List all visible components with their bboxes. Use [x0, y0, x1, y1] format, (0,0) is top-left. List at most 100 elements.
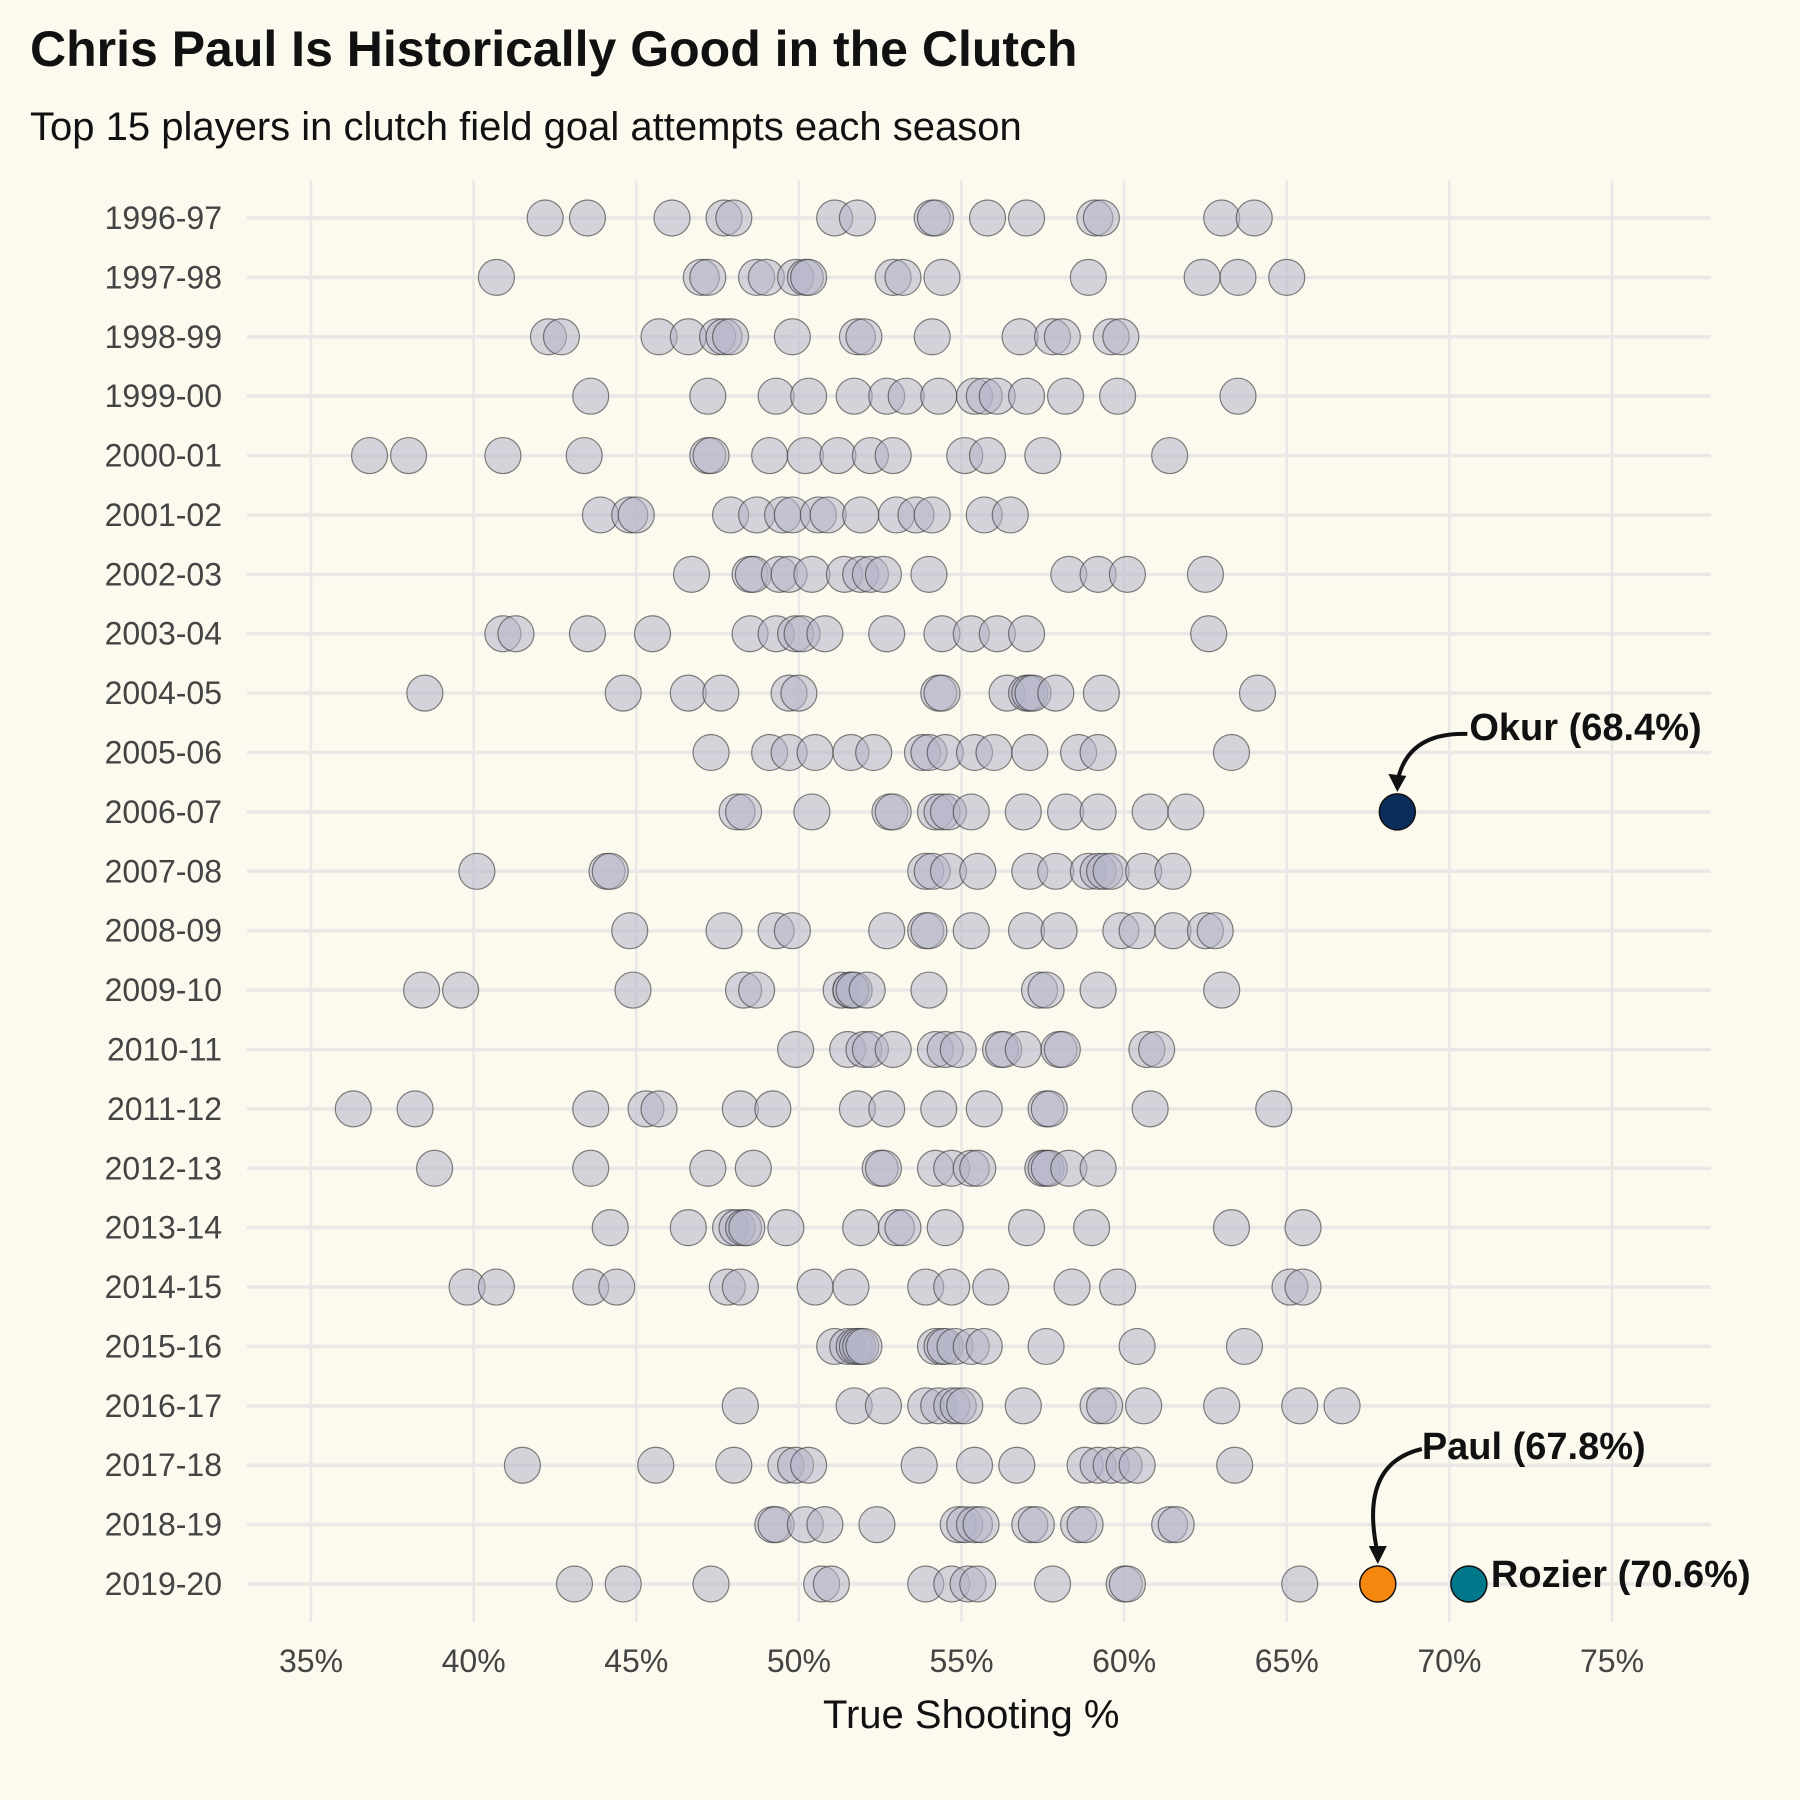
data-point [767, 1209, 805, 1247]
data-point [637, 1446, 675, 1484]
data-point [572, 1090, 610, 1128]
x-tick-label: 60% [1092, 1643, 1156, 1679]
data-point [868, 1090, 906, 1128]
data-point [1007, 615, 1046, 653]
data-point [1024, 436, 1062, 475]
data-point [975, 733, 1013, 772]
data-point [724, 793, 763, 831]
data-point [939, 1030, 977, 1069]
y-tick-label: 2006-07 [105, 794, 222, 830]
highlight-point-rozier [1450, 1565, 1488, 1603]
data-point [923, 674, 961, 712]
data-point [965, 1327, 1003, 1366]
y-tick-label: 2011-12 [107, 1091, 222, 1127]
data-point [728, 1209, 766, 1247]
data-point [1037, 852, 1075, 890]
data-point [1108, 555, 1146, 593]
data-point [806, 615, 844, 653]
data-point [959, 1565, 997, 1603]
data-point [1157, 1506, 1195, 1544]
data-point [568, 615, 607, 653]
x-tick-label: 50% [767, 1643, 831, 1679]
data-point [972, 1268, 1010, 1306]
data-point [614, 971, 652, 1009]
data-point [848, 971, 886, 1009]
x-tick-label: 65% [1255, 1643, 1319, 1679]
data-point [1086, 1387, 1124, 1425]
data-point [477, 258, 515, 296]
data-point [1118, 912, 1156, 950]
y-tick-label: 2013-14 [105, 1210, 222, 1246]
data-point [806, 1506, 844, 1544]
data-point [1238, 674, 1277, 712]
data-point [1235, 199, 1273, 237]
data-point [542, 318, 581, 356]
data-point [1079, 733, 1117, 772]
data-point [777, 1030, 815, 1069]
data-point [1066, 1506, 1104, 1544]
data-point [1046, 793, 1085, 831]
data-point [737, 971, 776, 1009]
data-point [591, 852, 629, 890]
data-point [842, 496, 880, 534]
data-point [796, 1268, 834, 1306]
data-point [796, 733, 834, 772]
data-point [900, 1446, 938, 1484]
data-point [913, 496, 951, 534]
data-point [1017, 1506, 1055, 1544]
data-point [910, 971, 948, 1009]
data-point [1069, 258, 1107, 296]
data-point [1004, 793, 1042, 831]
data-point [952, 793, 990, 831]
data-point [845, 318, 883, 356]
data-point [1219, 377, 1257, 415]
y-tick-label: 2008-09 [105, 913, 222, 949]
data-point [858, 1506, 896, 1544]
data-point [780, 674, 818, 712]
data-point [1072, 1209, 1111, 1247]
y-tick-label: 1997-98 [105, 259, 222, 295]
data-point [672, 555, 711, 593]
data-point [477, 1268, 515, 1306]
data-point [793, 793, 831, 831]
x-tick-label: 55% [929, 1643, 993, 1679]
y-tick-label: 2004-05 [105, 675, 222, 711]
chart-title: Chris Paul Is Historically Good in the C… [30, 21, 1078, 77]
y-tick-label: 2007-08 [105, 853, 222, 889]
data-point [1027, 1327, 1065, 1366]
data-point [1212, 1209, 1251, 1247]
x-axis-title: True Shooting % [823, 1693, 1119, 1737]
data-point [1151, 436, 1189, 475]
data-point [1138, 1030, 1176, 1069]
data-point [617, 496, 655, 534]
data-point [920, 377, 958, 415]
data-point [1118, 1446, 1156, 1484]
data-point [874, 1030, 912, 1069]
y-tick-label: 2001-02 [105, 497, 222, 533]
data-point [572, 377, 610, 415]
data-point [633, 615, 672, 653]
data-point [962, 1506, 1000, 1544]
data-point [1099, 1268, 1137, 1306]
data-point [1203, 971, 1241, 1009]
data-point [1043, 318, 1081, 356]
data-point [1255, 1090, 1293, 1128]
y-tick-label: 2019-20 [105, 1566, 222, 1602]
data-point [692, 1565, 730, 1603]
data-point [864, 1387, 903, 1425]
data-point [526, 199, 564, 237]
data-point [715, 1446, 753, 1484]
data-point [1131, 793, 1169, 831]
data-point [1079, 1149, 1117, 1187]
data-point [1007, 377, 1046, 415]
y-tick-label: 2000-01 [105, 438, 222, 474]
data-point [702, 674, 740, 712]
data-point [734, 1149, 772, 1187]
data-point [1268, 258, 1306, 296]
data-point [845, 1327, 883, 1366]
data-point [1203, 199, 1241, 237]
data-point [868, 615, 906, 653]
data-point [832, 1268, 870, 1306]
data-point [842, 1209, 880, 1247]
data-point [952, 912, 990, 950]
